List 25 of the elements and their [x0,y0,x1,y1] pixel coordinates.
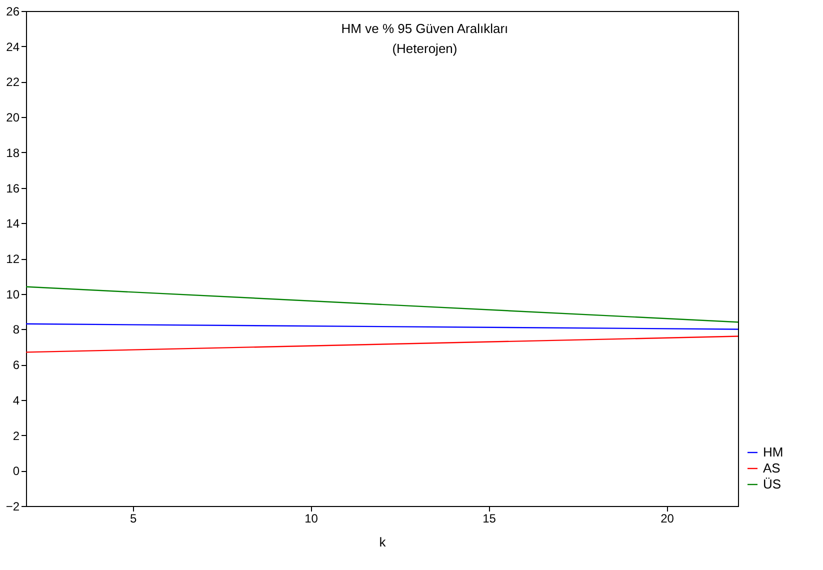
y-tick-label: −2 [6,500,20,514]
y-tick-label: 16 [6,181,20,196]
legend-label: AS [763,460,781,476]
y-tick-label: 10 [6,287,20,302]
x-tick-label: 5 [130,512,137,526]
y-tick-label: 12 [6,252,20,266]
text: (Heterojen) [392,41,458,56]
x-axis-title: k [379,534,386,550]
y-tick-label: 4 [12,393,20,408]
text: HM ve % 95 Güven Aralıkları [341,21,508,36]
legend-label: HM [763,444,784,460]
y-tick-label: 24 [6,40,20,54]
y-tick-label: 26 [6,4,20,18]
y-tick-label: 20 [6,110,20,125]
y-tick-label: 0 [12,464,20,478]
y-tick-label: 8 [12,322,20,337]
x-tick-label: 15 [482,512,496,526]
x-tick-label: 10 [304,512,318,526]
y-tick-label: 2 [12,428,20,443]
y-tick-label: 14 [6,216,20,231]
legend-label: ÜS [763,476,782,492]
y-tick-label: 22 [6,75,20,90]
y-tick-label: 18 [6,146,20,160]
x-tick-label: 20 [660,512,674,526]
y-tick-label: 6 [12,358,20,372]
